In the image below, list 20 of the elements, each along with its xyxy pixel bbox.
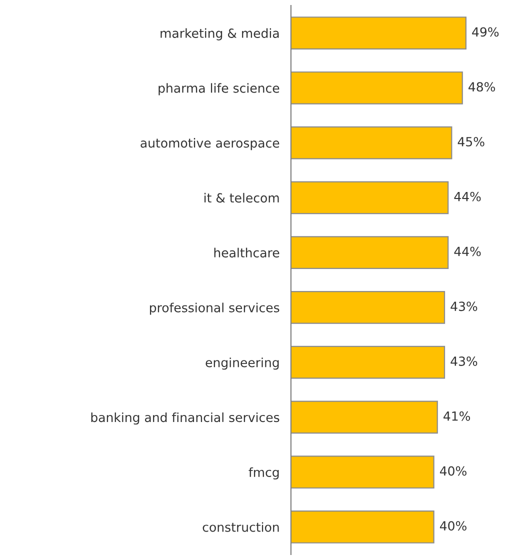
data-label: 40%: [440, 466, 466, 476]
y-tick-label: it & telecom: [204, 192, 279, 203]
y-tick-label: pharma life science: [158, 83, 280, 96]
y-tick-label: fmcg: [248, 467, 279, 480]
data-label: 41%: [444, 411, 470, 421]
data-label: 40%: [440, 521, 466, 531]
y-tick-label: marketing & media: [160, 28, 279, 40]
data-label: 48%: [468, 82, 496, 92]
y-tick-label: healthcare: [214, 248, 280, 258]
data-label: 45%: [458, 136, 484, 146]
data-label: 44%: [454, 246, 481, 256]
data-label: 49%: [472, 27, 499, 37]
data-label: 43%: [450, 302, 478, 312]
y-tick-label: construction: [202, 522, 279, 532]
data-label: 44%: [454, 192, 481, 202]
y-tick-label: professional services: [150, 302, 280, 315]
y-tick-label: engineering: [206, 358, 279, 370]
data-label: 43%: [450, 356, 478, 366]
y-tick-label: automotive aerospace: [140, 138, 280, 150]
y-tick-label: banking and financial services: [91, 412, 280, 425]
